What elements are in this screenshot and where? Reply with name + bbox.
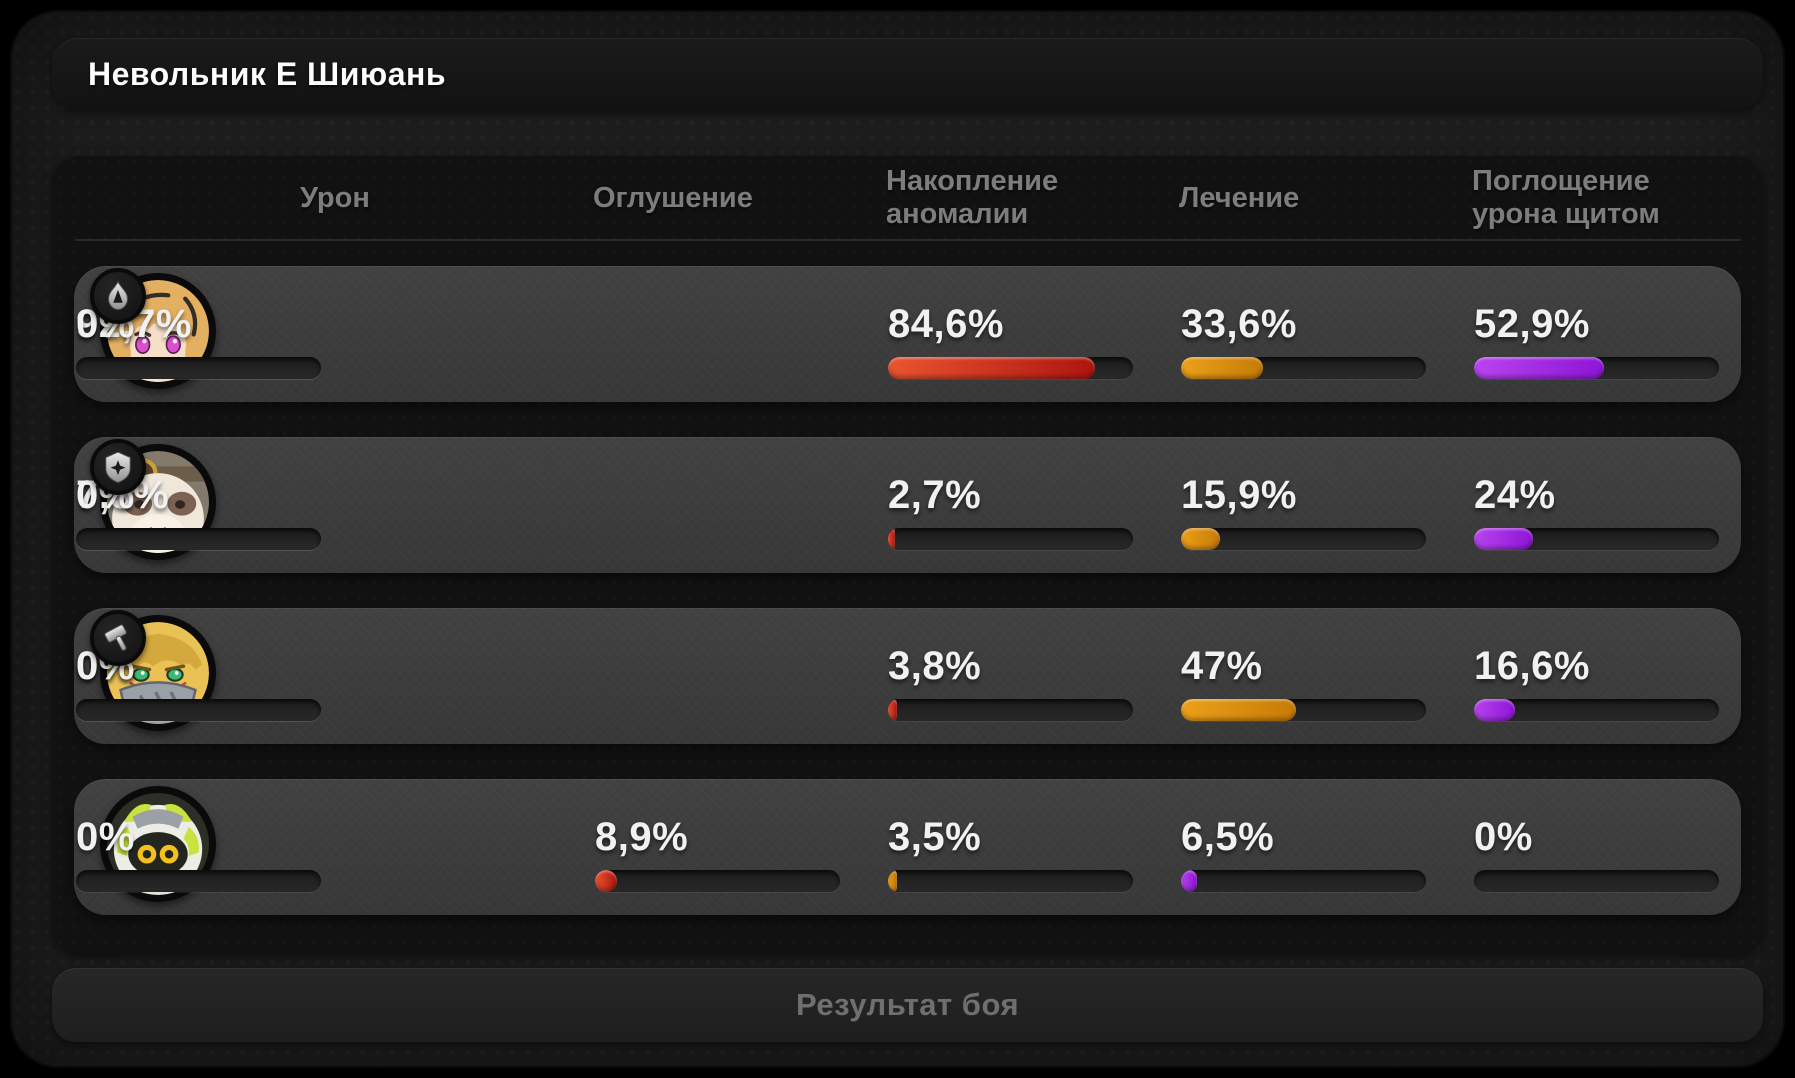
stat-cell: 0%: [74, 779, 324, 915]
stat-cell: 16,6%: [1472, 608, 1722, 744]
stat-cell: 15,9%: [1179, 437, 1429, 573]
column-header-healing: Лечение: [1179, 181, 1300, 214]
bar-fill: [1181, 528, 1220, 550]
stat-cell: 47%: [1179, 608, 1429, 744]
stat-bar-track: [1181, 528, 1426, 550]
bar-fill: [1181, 699, 1297, 721]
stat-value: 8,9%: [595, 815, 689, 859]
stat-bar-track: [888, 357, 1133, 379]
stats-panel: Урон Оглушение Накопление аномалии Лечен…: [52, 155, 1763, 954]
stat-bar-track: [1181, 699, 1426, 721]
stat-value: 84,6%: [888, 302, 1004, 346]
stat-bar-track: [595, 870, 840, 892]
stat-bar-track: [1181, 357, 1426, 379]
stat-cell: 0%: [74, 266, 324, 402]
bar-fill: [1474, 528, 1533, 550]
stat-value: 0%: [76, 815, 135, 859]
stat-cell: 2,7%: [886, 437, 1136, 573]
stat-value: 3,5%: [888, 815, 982, 859]
character-stats-row: 84,6% 33,6% 52,9% 92,7% 0%: [74, 266, 1741, 402]
character-rows: 84,6% 33,6% 52,9% 92,7% 0%: [52, 155, 1763, 954]
bar-fill: [888, 870, 897, 892]
stat-cell: 3,5%: [886, 779, 1136, 915]
bar-fill: [1181, 357, 1264, 379]
stat-bar-track: [1474, 528, 1719, 550]
enemy-name-title: Невольник Е Шиюань: [88, 55, 446, 92]
stat-value: 2,7%: [888, 473, 982, 517]
column-header-daze: Оглушение: [593, 181, 753, 214]
stat-bar-track: [76, 870, 321, 892]
anomaly-class-icon: [90, 268, 146, 324]
stat-value: 47%: [1181, 644, 1263, 688]
stat-cell: 0%: [1472, 779, 1722, 915]
bar-fill: [888, 357, 1096, 379]
stun-class-icon: [90, 610, 146, 666]
stat-value: 16,6%: [1474, 644, 1590, 688]
bar-fill: [1181, 870, 1197, 892]
stat-cell: 24%: [1472, 437, 1722, 573]
stat-cell: 84,6%: [886, 266, 1136, 402]
bar-fill: [888, 528, 895, 550]
bar-fill: [1474, 357, 1604, 379]
stat-cell: 3,8%: [886, 608, 1136, 744]
column-header-damage: Урон: [300, 181, 370, 214]
stat-bar-track: [1474, 699, 1719, 721]
stat-bar-track: [76, 699, 321, 721]
stat-cell: 52,9%: [1472, 266, 1722, 402]
stat-cell: 8,9%: [593, 779, 843, 915]
stat-value: 3,8%: [888, 644, 982, 688]
stat-value: 52,9%: [1474, 302, 1590, 346]
battle-result-button[interactable]: Результат боя: [52, 968, 1763, 1042]
stat-value: 0%: [1474, 815, 1533, 859]
defense-class-icon: [90, 439, 146, 495]
bar-fill: [1474, 699, 1515, 721]
battle-result-label: Результат боя: [795, 987, 1020, 1022]
column-header-shield: Поглощение урона щитом: [1472, 165, 1660, 230]
stat-cell: 0%: [74, 437, 324, 573]
stat-value: 6,5%: [1181, 815, 1275, 859]
app-frame: Невольник Е Шиюань Урон Оглушение Накопл…: [10, 10, 1785, 1068]
column-header-anomaly: Накопление аномалии: [886, 165, 1059, 230]
stat-cell: 33,6%: [1179, 266, 1429, 402]
battle-title-bar: Невольник Е Шиюань: [52, 38, 1763, 110]
stat-bar-track: [888, 528, 1133, 550]
bar-fill: [595, 870, 617, 892]
stat-bar-track: [1181, 870, 1426, 892]
stat-bar-track: [76, 528, 321, 550]
stat-cell: 6,5%: [1179, 779, 1429, 915]
character-stats-row: 2,7% 15,9% 24% 7,3% 0%: [74, 437, 1741, 573]
stat-bar-track: [76, 357, 321, 379]
stat-value: 24%: [1474, 473, 1556, 517]
stat-bar-track: [1474, 870, 1719, 892]
stat-bar-track: [888, 699, 1133, 721]
header-divider: [75, 239, 1741, 241]
bar-fill: [888, 699, 898, 721]
stat-value: 33,6%: [1181, 302, 1297, 346]
stat-bar-track: [888, 870, 1133, 892]
character-stats-row: 8,9% 3,5% 6,5% 0% 0%: [74, 779, 1741, 915]
stat-value: 15,9%: [1181, 473, 1297, 517]
stat-bar-track: [1474, 357, 1719, 379]
character-stats-row: 3,8% 47% 16,6% 0% 0%: [74, 608, 1741, 744]
